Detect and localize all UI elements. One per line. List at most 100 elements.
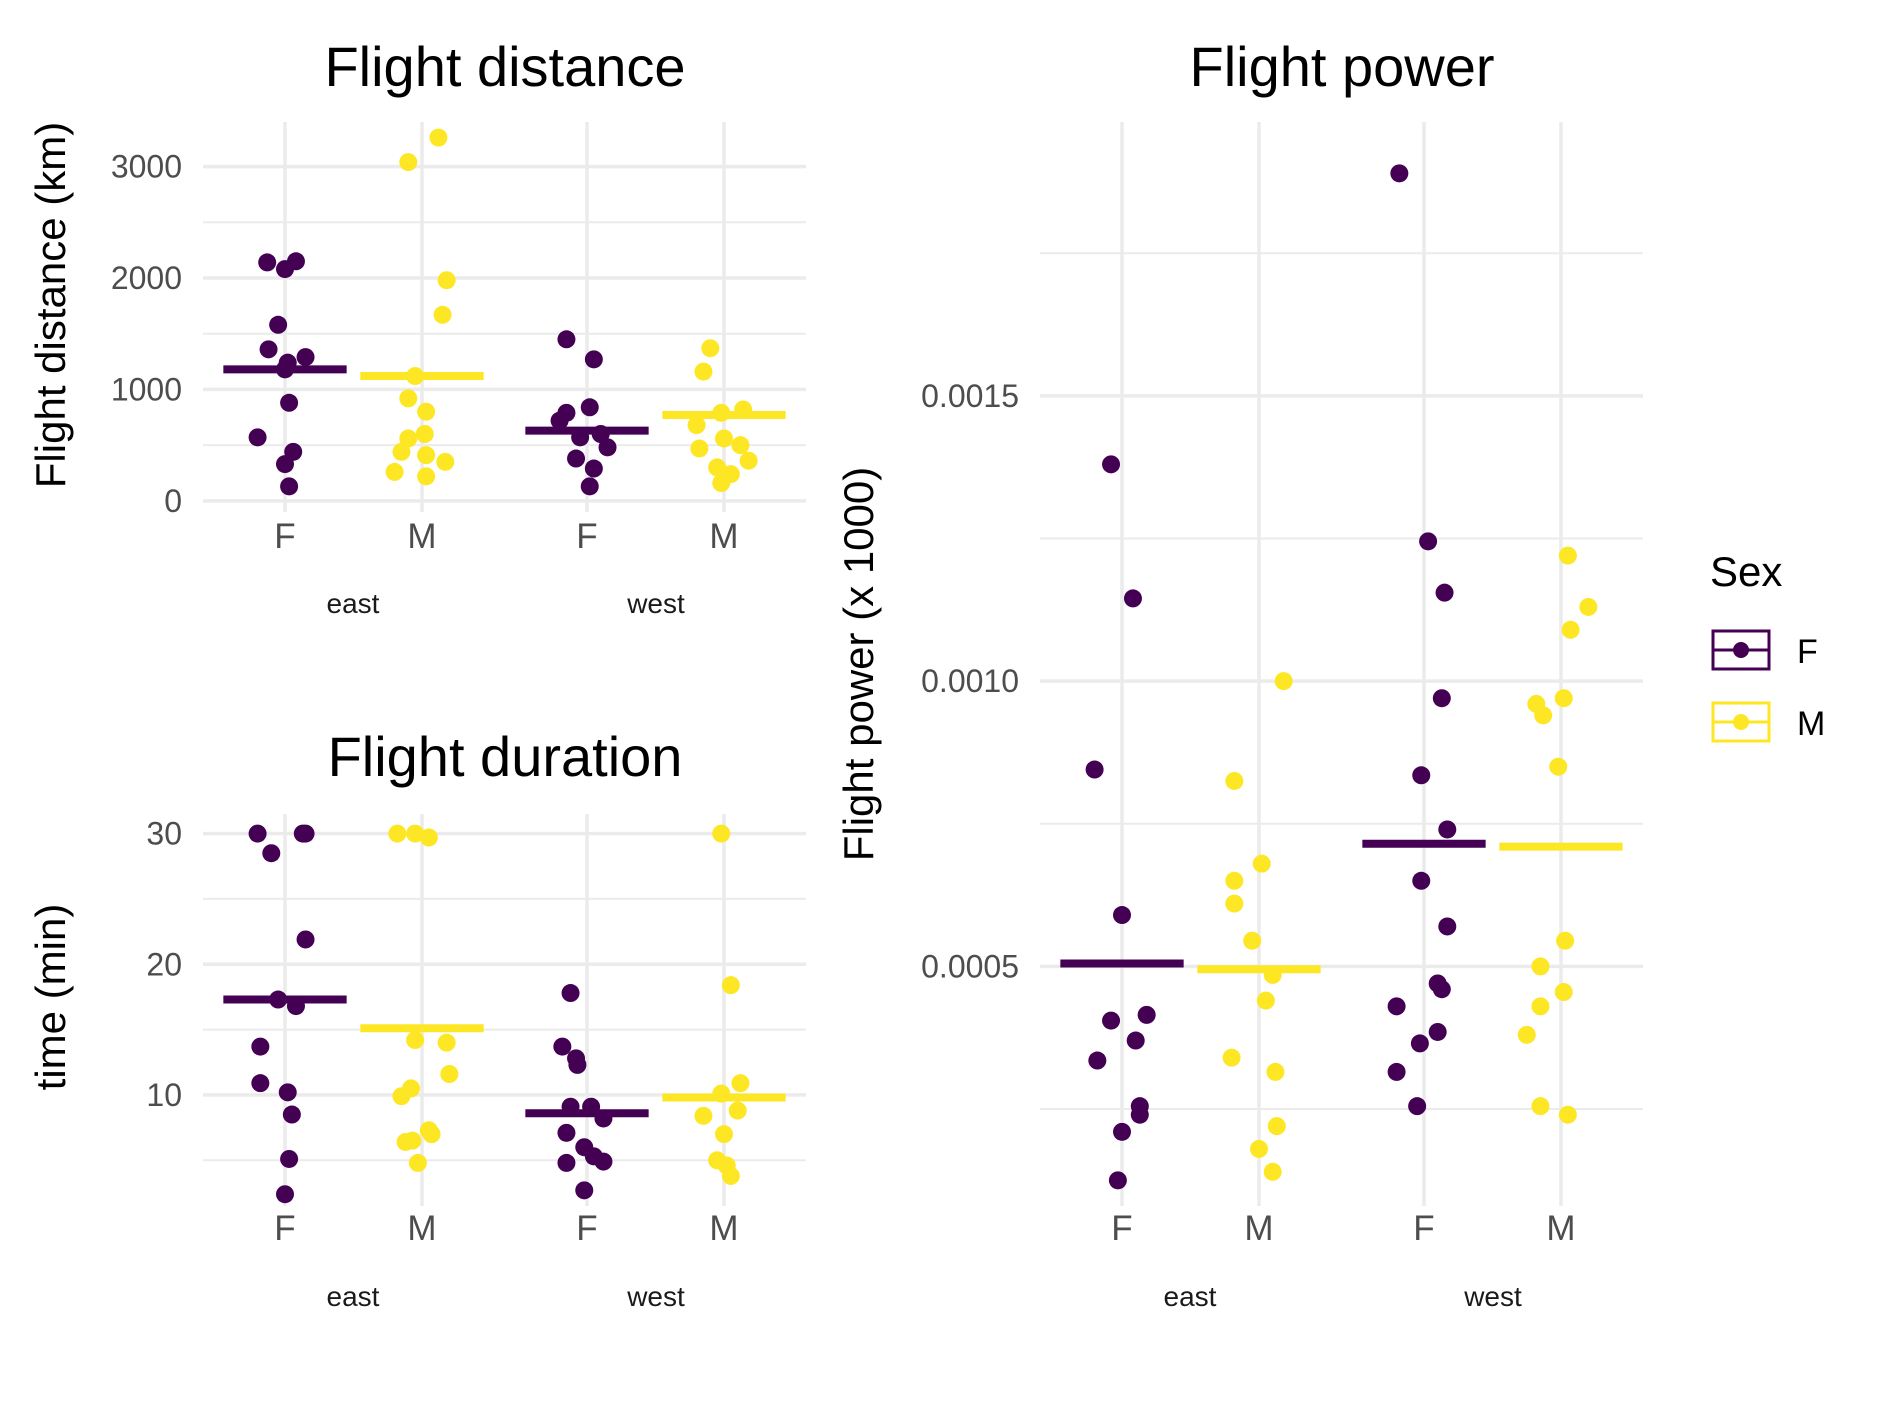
data-point [248,428,267,447]
data-point [1263,1162,1282,1181]
chart-title: Flight distance [324,35,685,98]
y-tick-label: 1000 [111,371,182,407]
data-point [437,1033,456,1052]
data-point [1243,931,1262,950]
data-point [557,1123,576,1142]
series-east-f [223,824,347,1204]
data-point [571,428,590,447]
data-point [417,446,436,465]
x-tick-label: M [407,517,436,556]
data-point [687,416,706,435]
legend-title: Sex [1710,548,1782,595]
data-point [385,462,404,481]
series-east-m [360,824,484,1172]
data-point [388,824,407,843]
data-point [1579,597,1598,616]
data-point [721,1166,740,1185]
panel-flight-power: Flight power 0.0005 0.0010 0.0015 Flight pow… [835,35,1643,1312]
data-point [550,411,569,430]
x-tick-label: M [1546,1209,1575,1248]
data-point [1438,917,1457,936]
legend-label-m: M [1797,705,1825,743]
data-point [1531,957,1550,976]
data-point [1102,1011,1121,1030]
data-point [1267,1117,1286,1136]
x-tick-label: F [1111,1209,1132,1248]
y-tick-label: 0.0015 [921,378,1019,414]
data-point [1225,894,1244,913]
data-point [1274,672,1293,691]
data-point [1554,983,1573,1002]
data-point [701,339,720,358]
data-point [1390,164,1409,183]
series-east-f [1060,455,1184,1190]
data-point [280,477,299,496]
data-point [1432,980,1451,999]
data-point [575,1181,594,1200]
data-point [406,1031,425,1050]
group-label: west [626,588,685,619]
data-point [731,1074,750,1093]
data-point [392,1087,411,1106]
data-point [580,477,599,496]
data-point [282,1105,301,1124]
chart-title: Flight power [1189,35,1494,98]
data-point [433,305,452,324]
data-point [557,1153,576,1172]
chart-title: Flight duration [328,725,683,788]
data-point [1428,1022,1447,1041]
data-point [276,360,294,379]
data-point [437,271,456,290]
data-point [259,340,278,359]
x-tick-label: F [274,1209,295,1248]
data-point [251,1074,270,1093]
data-point [1137,1005,1156,1024]
series-west-m [1499,546,1623,1124]
data-point [1250,1139,1268,1158]
data-point [598,438,617,457]
data-point [553,1037,572,1056]
series-west-f [525,330,649,496]
data-point [1531,997,1550,1016]
data-point [708,458,727,477]
data-point [415,425,434,443]
x-tick-label: F [274,517,295,556]
data-point [248,824,267,843]
data-point [286,997,305,1016]
data-point [406,824,425,843]
x-tick-label: F [1413,1209,1434,1248]
group-label: west [1463,1281,1522,1312]
data-point [1387,997,1406,1016]
data-point [694,362,713,381]
y-tick-label: 10 [146,1077,182,1113]
y-axis-label: time (min) [27,904,74,1091]
data-point [1088,1051,1107,1070]
data-point [1263,965,1282,984]
data-point [561,984,580,1003]
data-point [251,1037,270,1056]
data-point [1561,620,1580,639]
data-point [690,439,709,458]
data-point [594,1152,613,1171]
data-point [399,389,418,408]
data-point [269,990,288,1009]
y-tick-label: 0 [164,483,182,519]
data-point [1102,455,1121,474]
data-point [1558,1105,1577,1124]
data-point [1256,991,1275,1010]
data-point [1549,757,1568,776]
data-point [1556,931,1575,950]
data-point [582,1097,601,1116]
y-tick-label: 2000 [111,260,182,296]
data-point [1410,1034,1429,1053]
data-point [739,451,758,470]
data-point [296,824,315,843]
legend-key-f [1711,629,1771,671]
data-point [734,400,753,419]
legend-key-m [1711,701,1771,743]
data-point [262,844,281,863]
data-point [1438,820,1457,839]
data-point [403,1131,422,1150]
data-point [557,330,576,349]
